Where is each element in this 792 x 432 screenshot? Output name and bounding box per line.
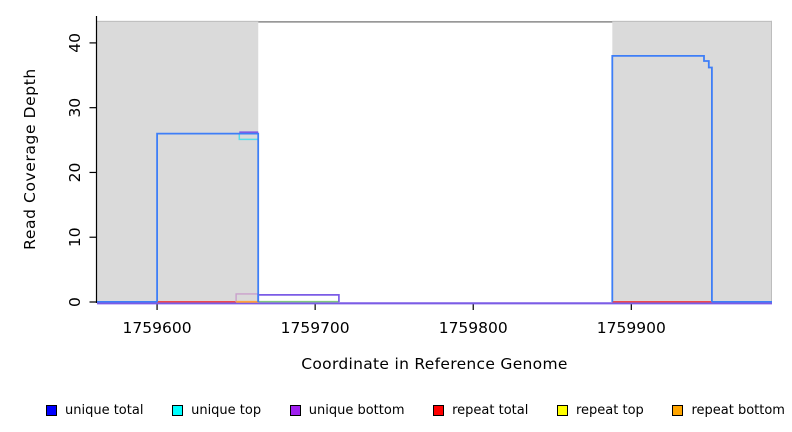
legend-swatch: [46, 404, 57, 416]
legend-swatch: [172, 404, 184, 416]
x-tick-label: 1759800: [439, 319, 508, 337]
y-tick-label: 30: [66, 98, 84, 118]
legend-label: repeat total: [452, 402, 529, 418]
shaded-band: [97, 20, 259, 303]
y-tick-label: 40: [66, 33, 84, 53]
shaded-band: [612, 20, 772, 303]
y-tick-label: 20: [66, 163, 84, 183]
legend-label: unique top: [191, 402, 262, 418]
legend-item-unique-total: unique total: [46, 403, 143, 418]
y-axis-title: Read Coverage Depth: [21, 68, 39, 250]
x-tick-label: 1759700: [281, 319, 350, 337]
unique-total-right-box: [611, 55, 713, 302]
legend-label: repeat top: [576, 402, 644, 418]
x-axis-title: Coordinate in Reference Genome: [301, 355, 568, 373]
legend-item-repeat-total: repeat total: [433, 403, 528, 418]
unique-top-step: [238, 133, 258, 141]
legend-item-repeat-bottom: repeat bottom: [672, 403, 785, 418]
unique-total-left-box: [156, 132, 260, 302]
y-tick-label: 0: [66, 297, 84, 307]
legend-swatch: [289, 404, 301, 416]
legend: unique total unique top unique bottom repea…: [46, 398, 785, 422]
legend-label: unique bottom: [308, 402, 405, 418]
legend-item-unique-bottom: unique bottom: [289, 402, 405, 418]
legend-label: repeat bottom: [691, 402, 785, 418]
legend-item-unique-top: unique top: [172, 403, 261, 418]
x-tick-label: 1759600: [123, 319, 192, 337]
x-tick-label: 1759900: [597, 319, 666, 337]
y-tick-label: 10: [66, 227, 84, 247]
legend-swatch: [433, 404, 445, 416]
legend-swatch: [672, 404, 684, 416]
legend-swatch: [557, 404, 568, 416]
legend-item-repeat-top: repeat top: [557, 403, 644, 418]
legend-label: unique total: [65, 402, 144, 418]
coverage-plot: 0 10 20 30 40 1759600 1759700 1759800 1759900: [66, 16, 772, 337]
